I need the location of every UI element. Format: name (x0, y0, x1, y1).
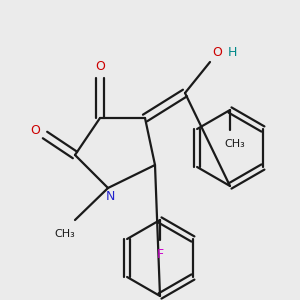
Text: F: F (156, 248, 164, 260)
Text: CH₃: CH₃ (225, 139, 245, 149)
Text: CH₃: CH₃ (55, 229, 75, 239)
Text: H: H (228, 46, 237, 59)
Text: O: O (30, 124, 40, 136)
Text: N: N (105, 190, 115, 202)
Text: O: O (212, 46, 222, 59)
Text: O: O (95, 59, 105, 73)
